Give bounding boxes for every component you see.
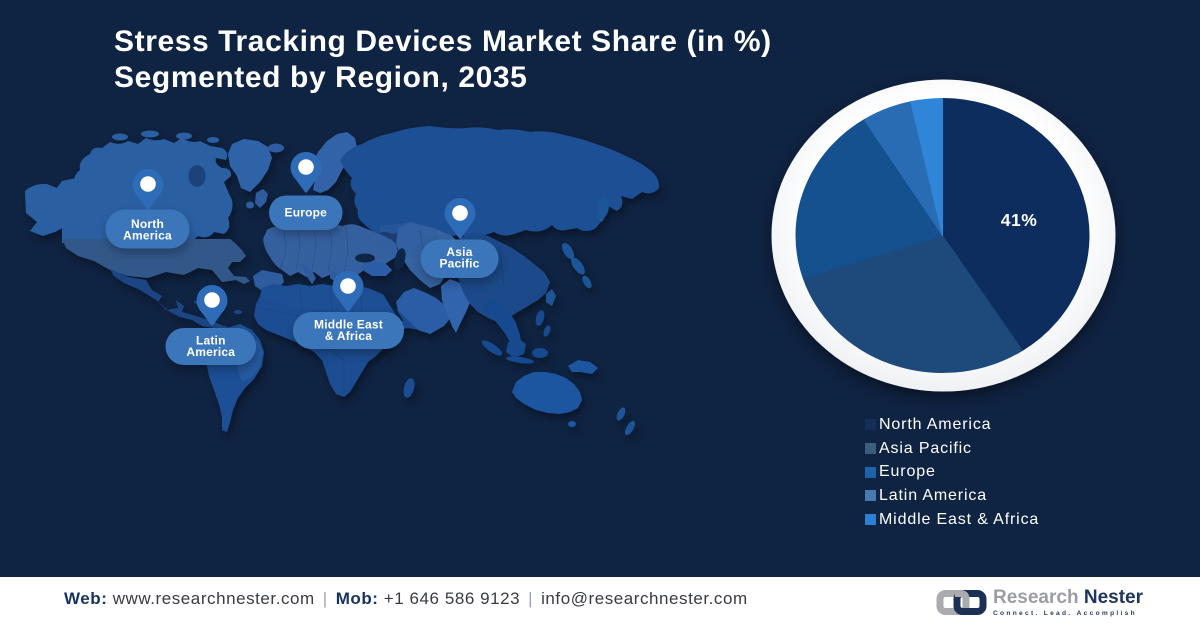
svg-text:Middle East& Africa: Middle East & Africa (314, 318, 383, 344)
svg-text:Europe: Europe (285, 206, 328, 220)
